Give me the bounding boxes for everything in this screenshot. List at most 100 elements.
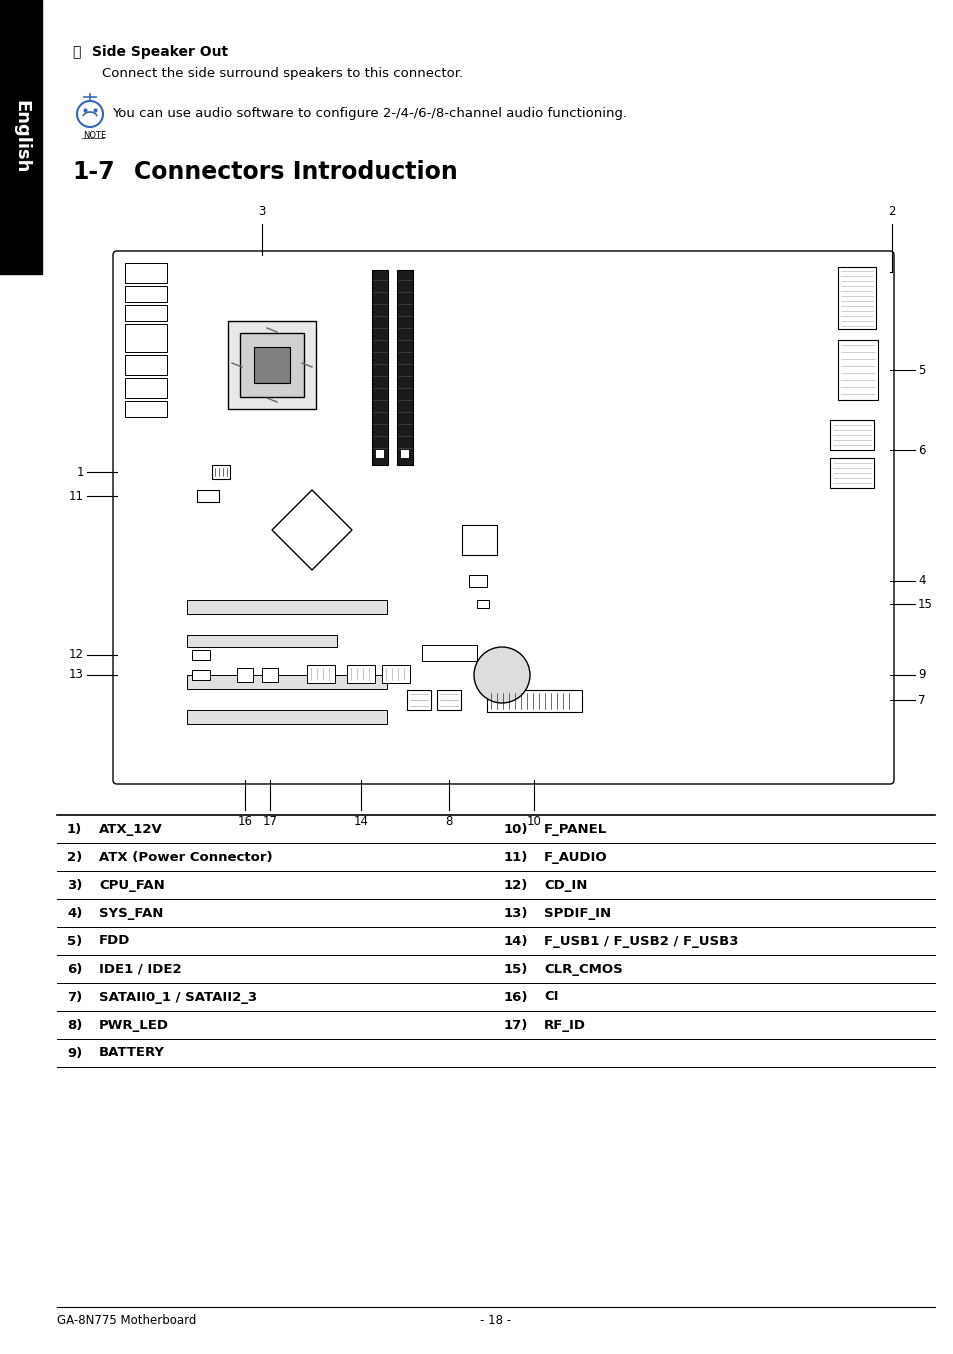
Text: 15): 15): [503, 963, 528, 975]
Bar: [228, 321, 315, 409]
Text: 4): 4): [67, 906, 82, 919]
Bar: [212, 464, 230, 479]
Text: CPU_FAN: CPU_FAN: [99, 879, 165, 891]
Text: CI: CI: [543, 991, 558, 1003]
Text: Connect the side surround speakers to this connector.: Connect the side surround speakers to th…: [102, 68, 462, 80]
Text: 16: 16: [237, 815, 253, 829]
Text: 2): 2): [67, 850, 82, 864]
Text: 11: 11: [69, 490, 84, 502]
Bar: [347, 665, 375, 682]
Text: 6): 6): [67, 963, 82, 975]
Text: Connectors Introduction: Connectors Introduction: [133, 160, 457, 184]
Bar: [125, 286, 167, 302]
Text: 3): 3): [67, 879, 82, 891]
Bar: [436, 691, 460, 709]
Text: SPDIF_IN: SPDIF_IN: [543, 906, 611, 919]
Text: ⓜ: ⓜ: [71, 45, 80, 60]
Bar: [372, 269, 388, 464]
Text: 2: 2: [887, 204, 895, 218]
Text: 3: 3: [258, 204, 265, 218]
Text: CD_IN: CD_IN: [543, 879, 587, 891]
Bar: [240, 333, 304, 397]
Bar: [307, 665, 335, 682]
Bar: [837, 340, 877, 399]
Text: 13): 13): [503, 906, 528, 919]
Bar: [381, 665, 410, 682]
Text: 7: 7: [917, 693, 924, 707]
Bar: [187, 676, 387, 689]
Text: GA-8N775 Motherboard: GA-8N775 Motherboard: [57, 1313, 196, 1327]
Text: 14): 14): [503, 934, 528, 948]
Bar: [407, 691, 431, 709]
Text: 8): 8): [67, 1018, 82, 1032]
Bar: [253, 347, 290, 383]
Polygon shape: [272, 490, 352, 570]
Text: 5: 5: [917, 363, 924, 376]
Text: SYS_FAN: SYS_FAN: [99, 906, 163, 919]
Text: 14: 14: [354, 815, 368, 829]
Bar: [476, 600, 489, 608]
Text: You can use audio software to configure 2-/4-/6-/8-channel audio functioning.: You can use audio software to configure …: [112, 107, 626, 121]
Text: - 18 -: - 18 -: [480, 1313, 511, 1327]
Bar: [396, 269, 413, 464]
Text: 8: 8: [445, 815, 453, 829]
Bar: [125, 401, 167, 417]
Text: 15: 15: [917, 597, 932, 611]
Text: BATTERY: BATTERY: [99, 1047, 165, 1059]
Text: PWR_LED: PWR_LED: [99, 1018, 169, 1032]
Bar: [837, 267, 875, 329]
Bar: [0, 0, 42, 274]
Bar: [262, 668, 277, 682]
Text: Side Speaker Out: Side Speaker Out: [91, 45, 228, 60]
Text: RF_ID: RF_ID: [543, 1018, 585, 1032]
Text: ATX (Power Connector): ATX (Power Connector): [99, 850, 273, 864]
Text: ATX_12V: ATX_12V: [99, 822, 163, 835]
Text: 10: 10: [526, 815, 541, 829]
Bar: [125, 305, 167, 321]
Text: English: English: [12, 100, 30, 173]
Text: FDD: FDD: [99, 934, 131, 948]
Bar: [829, 458, 873, 487]
Text: 5): 5): [67, 934, 82, 948]
Bar: [236, 668, 253, 682]
Bar: [375, 450, 384, 458]
Bar: [196, 490, 219, 502]
Bar: [192, 670, 210, 680]
FancyBboxPatch shape: [112, 250, 893, 784]
Bar: [192, 650, 210, 659]
Bar: [421, 645, 476, 661]
Text: F_PANEL: F_PANEL: [543, 822, 607, 835]
Text: 12: 12: [69, 649, 84, 662]
Bar: [187, 635, 336, 647]
Text: 1-7: 1-7: [71, 160, 114, 184]
Text: 16): 16): [503, 991, 528, 1003]
Text: 17): 17): [503, 1018, 528, 1032]
Text: F_USB1 / F_USB2 / F_USB3: F_USB1 / F_USB2 / F_USB3: [543, 934, 738, 948]
Text: 9: 9: [917, 669, 924, 681]
Text: IDE1 / IDE2: IDE1 / IDE2: [99, 963, 181, 975]
Text: 1: 1: [76, 466, 84, 478]
Bar: [187, 709, 387, 724]
Text: 13: 13: [69, 669, 84, 681]
Bar: [125, 324, 167, 352]
Circle shape: [474, 647, 530, 703]
Text: SATAII0_1 / SATAII2_3: SATAII0_1 / SATAII2_3: [99, 991, 257, 1003]
Bar: [486, 691, 581, 712]
Bar: [125, 263, 167, 283]
Bar: [125, 378, 167, 398]
Text: F_AUDIO: F_AUDIO: [543, 850, 607, 864]
Bar: [187, 600, 387, 613]
Text: 6: 6: [917, 444, 924, 456]
Text: 7): 7): [67, 991, 82, 1003]
Bar: [400, 450, 409, 458]
Text: 1): 1): [67, 822, 82, 835]
Bar: [125, 355, 167, 375]
Bar: [829, 420, 873, 450]
Text: 12): 12): [503, 879, 528, 891]
Text: CLR_CMOS: CLR_CMOS: [543, 963, 622, 975]
Text: NOTE: NOTE: [83, 131, 106, 139]
Text: 10): 10): [503, 822, 528, 835]
Bar: [461, 525, 497, 555]
Text: 11): 11): [503, 850, 528, 864]
Bar: [469, 575, 486, 588]
